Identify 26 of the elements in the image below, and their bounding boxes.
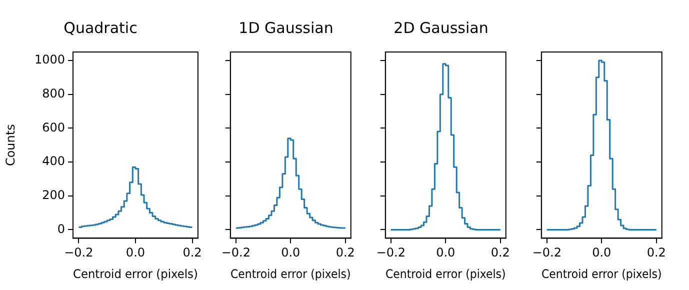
y-tick-label: 800: [42, 86, 65, 100]
x-tick-label: 0.2: [336, 246, 355, 260]
x-tick-label: 0.2: [490, 246, 510, 260]
x-axis-title: Centroid error (pixels): [230, 266, 351, 282]
chart-title: 1D Gaussian: [238, 18, 334, 37]
x-tick-label: 0.0: [592, 246, 612, 260]
x-tick-label: −0.2: [376, 246, 406, 260]
x-tick-label: 0.2: [646, 246, 666, 260]
x-tick-label: 0.0: [281, 246, 300, 260]
y-tick-label: 1000: [34, 52, 65, 67]
y-tick-label: 200: [42, 188, 65, 202]
x-tick-label: −0.2: [221, 246, 250, 260]
x-tick-label: 0.2: [182, 246, 202, 260]
x-axis-title: Centroid error (pixels): [541, 266, 662, 282]
y-tick-label: 0: [57, 222, 65, 236]
x-axis-title: Centroid error (pixels): [73, 266, 198, 282]
chart-title: 2D Gaussian: [394, 18, 488, 37]
x-tick-label: 0.0: [436, 246, 456, 260]
y-axis-title: Counts: [3, 124, 18, 166]
y-tick-label: 600: [42, 120, 65, 134]
x-axis-title: Centroid error (pixels): [385, 266, 506, 282]
x-tick-label: −0.2: [64, 246, 94, 260]
chart-title: Quadratic: [64, 18, 138, 37]
x-tick-label: −0.2: [532, 246, 562, 260]
x-tick-label: 0.0: [126, 246, 146, 260]
y-tick-label: 400: [42, 154, 65, 168]
